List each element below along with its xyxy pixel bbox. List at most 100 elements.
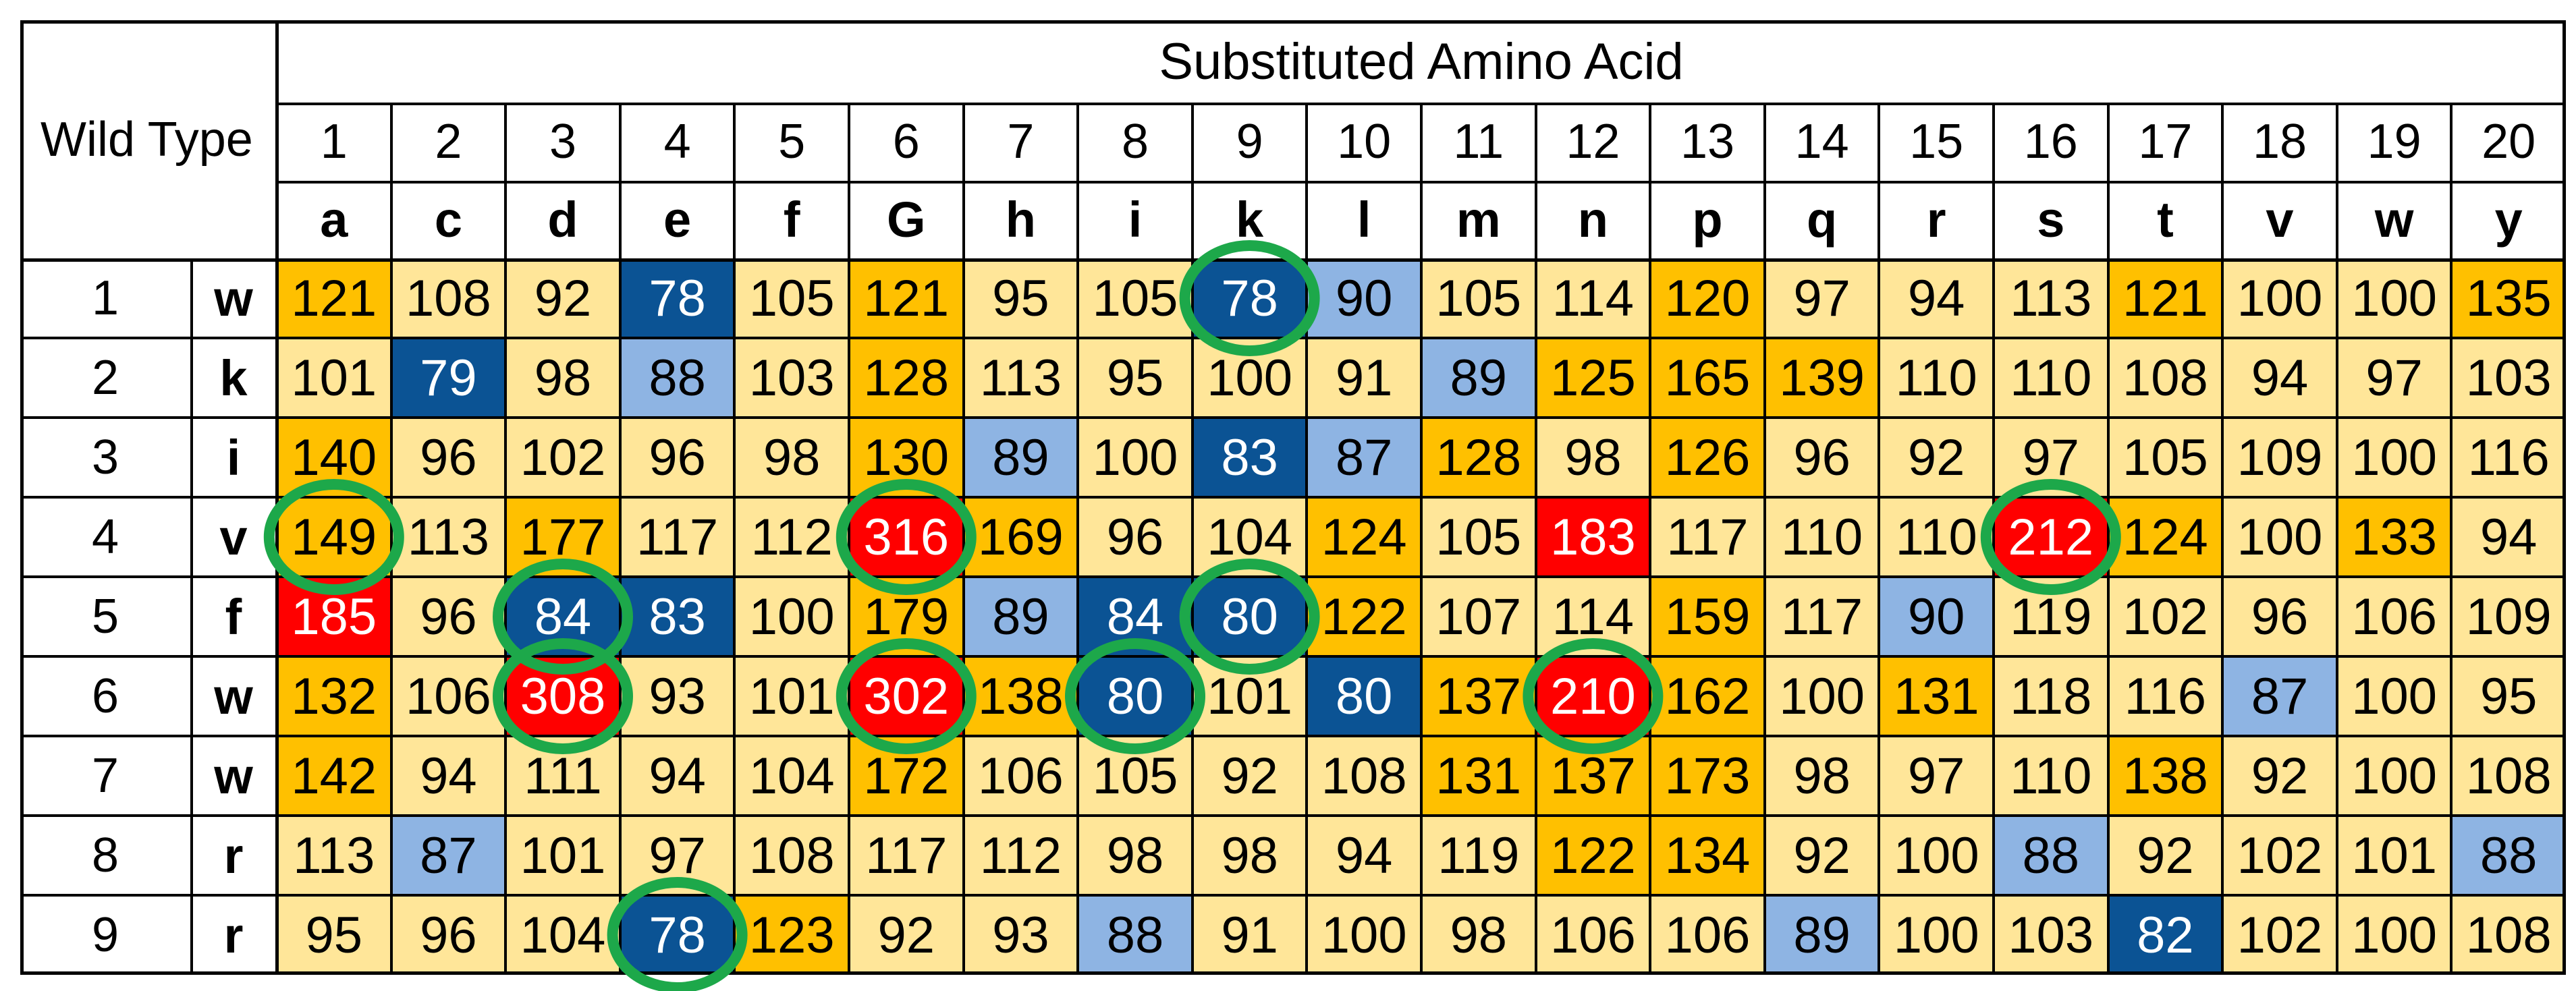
grid-line [20,20,2566,24]
value-cell: 316 [849,497,964,577]
value-cell: 110 [1879,338,1994,418]
row-number: 1 [91,271,119,325]
column-letter: G [887,192,926,248]
value-cell: 103 [1994,895,2108,975]
row-number: 8 [91,828,119,882]
value-cell: 100 [2336,258,2452,338]
grid-line [1190,103,1194,975]
value-cell: 121 [277,258,391,338]
value-cell: 93 [620,656,735,736]
row-number: 3 [91,430,119,484]
value-cell: 128 [849,338,964,418]
value-cell: 94 [2451,497,2566,577]
value-cell: 134 [1650,816,1765,895]
column-number: 8 [1121,115,1149,169]
value-cell: 96 [391,895,506,975]
value-cell: 210 [1535,656,1651,736]
value-cell: 122 [1535,816,1651,895]
row-number: 4 [91,510,119,564]
row-number: 6 [91,669,119,723]
column-letter: p [1692,192,1723,248]
value-cell: 162 [1650,656,1765,736]
value-cell: 100 [1192,338,1307,418]
value-cell: 84 [505,577,620,656]
grid-line [20,894,2566,897]
value-cell: 131 [1879,656,1994,736]
value-cell: 92 [1192,736,1307,816]
value-cell: 94 [620,736,735,816]
row-residue: i [226,429,241,486]
column-number: 13 [1680,115,1735,169]
value-cell: 108 [2451,736,2566,816]
value-cell: 102 [2222,895,2337,975]
value-cell: 124 [1307,497,1421,577]
column-number: 1 [320,115,348,169]
grid-line [1878,103,1881,975]
value-cell: 100 [2336,656,2452,736]
row-residue: w [214,668,253,725]
column-letter: l [1356,192,1371,248]
value-cell: 94 [2222,338,2337,418]
value-cell: 88 [1078,895,1193,975]
value-cell: 126 [1650,418,1765,497]
grid-line [20,814,2566,817]
grid-line [275,20,279,975]
value-cell: 88 [2451,816,2566,895]
value-cell: 118 [1994,656,2108,736]
value-cell: 308 [505,656,620,736]
value-cell: 302 [849,656,964,736]
grid-line [20,20,24,975]
value-cell: 119 [1994,577,2108,656]
value-cell: 97 [1879,736,1994,816]
value-cell: 112 [734,497,849,577]
grid-line [1763,103,1766,975]
value-cell: 173 [1650,736,1765,816]
value-cell: 78 [1192,258,1307,338]
value-cell: 101 [277,338,391,418]
value-cell: 104 [1192,497,1307,577]
grid-line [1420,103,1423,975]
grid-line [20,655,2566,658]
column-number: 6 [892,115,920,169]
column-number: 3 [549,115,576,169]
value-cell: 95 [277,895,391,975]
value-cell: 103 [2451,338,2566,418]
value-cell: 91 [1192,895,1307,975]
value-cell: 106 [2336,577,2452,656]
value-cell: 95 [2451,656,2566,736]
value-cell: 98 [1078,816,1193,895]
grid-line [20,575,2566,578]
value-cell: 79 [391,338,506,418]
value-cell: 105 [734,258,849,338]
column-letter: r [1926,192,1946,248]
column-letter: c [434,192,462,248]
value-cell: 82 [2108,895,2223,975]
value-cell: 104 [734,736,849,816]
column-number: 7 [1007,115,1035,169]
grid-line [20,971,2566,975]
row-residue: r [223,827,244,884]
value-cell: 102 [2108,577,2223,656]
value-cell: 104 [505,895,620,975]
value-cell: 107 [1421,577,1536,656]
value-cell: 93 [963,895,1078,975]
value-cell: 165 [1650,338,1765,418]
grid-line [190,258,193,975]
value-cell: 114 [1535,258,1651,338]
value-cell: 96 [391,577,506,656]
value-cell: 87 [1307,418,1421,497]
column-letter: w [2374,192,2414,248]
value-cell: 100 [734,577,849,656]
value-cell: 113 [963,338,1078,418]
row-residue: f [225,588,242,645]
column-letter: h [1005,192,1036,248]
value-cell: 83 [620,577,735,656]
value-cell: 100 [2222,258,2337,338]
row-residue: k [219,349,248,406]
column-number: 17 [2138,115,2193,169]
column-number: 16 [2023,115,2078,169]
value-cell: 94 [1307,816,1421,895]
column-number: 20 [2482,115,2536,169]
column-letter: k [1236,192,1264,248]
value-cell: 185 [277,577,391,656]
